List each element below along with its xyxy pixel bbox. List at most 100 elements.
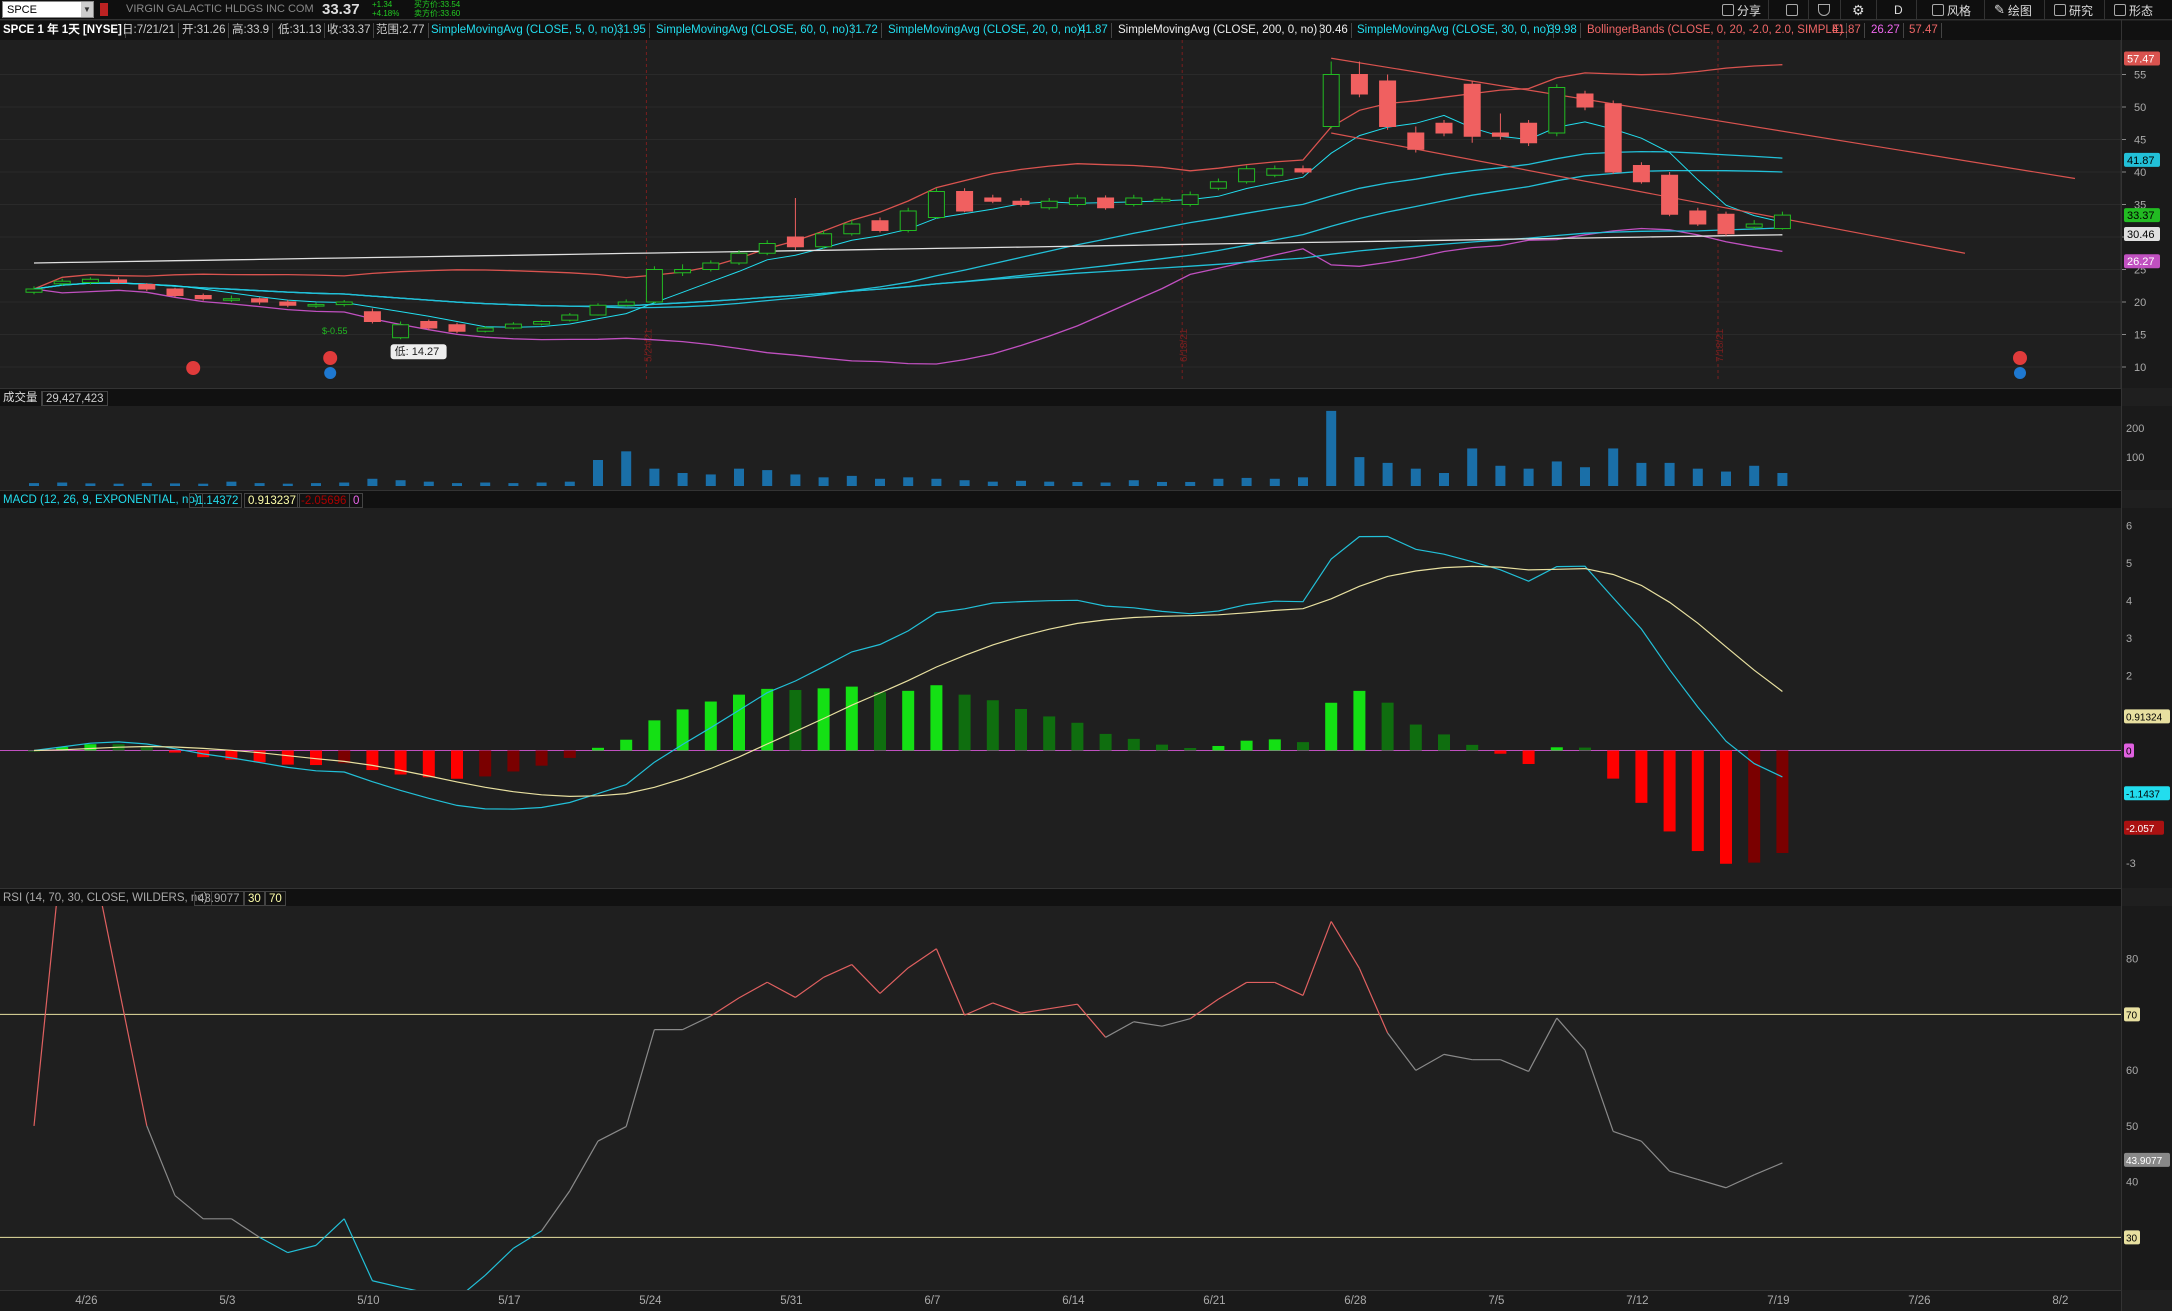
candle-body: [730, 252, 748, 264]
study-button[interactable]: 研究: [2054, 2, 2093, 18]
rsi-line-segment: [1105, 1021, 1135, 1038]
layout-button[interactable]: [1786, 2, 1798, 18]
candle-body: [1463, 83, 1481, 137]
earnings-phone-icon: [2013, 351, 2027, 365]
rsi-line-segment: [1302, 921, 1332, 996]
volume-bar: [649, 468, 660, 486]
candle-body: [335, 301, 353, 306]
volume-bar: [1354, 457, 1365, 486]
period-button[interactable]: D: [1894, 2, 1903, 18]
ask-price: 卖方价:33.60: [414, 9, 461, 18]
macd-histogram-bar: [1325, 702, 1338, 751]
macd-label[interactable]: MACD (12, 26, 9, EXPONENTIAL, no): [0, 493, 203, 508]
event-marker-label: 5/24/21: [643, 328, 654, 362]
rsi-line-segment: [33, 906, 57, 1126]
volume-bar: [1016, 480, 1026, 486]
sma200-line: [33, 234, 1783, 264]
rsi-axis-tag: [2124, 1230, 2140, 1245]
volume-bar: [790, 474, 801, 486]
sma30-value: 39.98: [1545, 23, 1581, 38]
volume-bar: [1269, 478, 1280, 486]
candle-body: [1604, 103, 1622, 173]
volume-bar: [1213, 478, 1224, 486]
candle-body: [1689, 210, 1707, 225]
symbol-input[interactable]: SPCE ▼: [2, 1, 94, 18]
chart-title: SPCE 1 年 1天 [NYSE]: [0, 23, 126, 38]
candle-body: [1266, 168, 1284, 176]
rsi-axis-tag: [2124, 1152, 2170, 1167]
candle-body: [138, 283, 156, 290]
rsi-label[interactable]: RSI (14, 70, 30, CLOSE, WILDERS, no): [0, 891, 212, 906]
rsi-line-segment: [1387, 1032, 1417, 1071]
volume-legend: 成交量 29,427,423: [0, 388, 2121, 406]
chevron-down-icon[interactable]: ▼: [81, 2, 93, 17]
flask-icon: [1818, 4, 1830, 16]
sma20-label[interactable]: SimpleMovingAvg (CLOSE, 20, 0, no): [885, 23, 1085, 38]
open-value: 开:31.26: [179, 23, 230, 38]
macd-histogram-bar: [1663, 750, 1676, 832]
bollinger-low-value: 26.27: [1868, 23, 1904, 38]
time-axis-tick: 6/14: [1062, 1295, 1085, 1307]
macd-histogram-bar: [676, 709, 689, 751]
rsi-line-segment: [710, 997, 740, 1017]
volume-bar: [452, 483, 462, 486]
price-tick-label: 15: [2134, 330, 2146, 342]
sma5-label[interactable]: SimpleMovingAvg (CLOSE, 5, 0, no): [428, 23, 622, 38]
sma60-label[interactable]: SimpleMovingAvg (CLOSE, 60, 0, no): [653, 23, 853, 38]
candle-body: [1717, 213, 1735, 235]
macd-axis-tag-label: -2.057: [2126, 824, 2155, 835]
macd-histogram-bar: [817, 688, 830, 751]
price-chart[interactable]: 5/24/21 6/18/21 7/18/21 低: 14.27 $-0.55 55 5…: [0, 40, 2172, 388]
share-button[interactable]: 分享: [1722, 2, 1761, 18]
pattern-button[interactable]: 形态: [2114, 2, 2153, 18]
rsi-line-segment: [466, 1274, 486, 1290]
rsi-line-segment: [1500, 1059, 1529, 1073]
macd-histogram-bar: [874, 692, 886, 751]
macd-histogram-bar: [140, 747, 153, 751]
rsi-line-segment: [907, 948, 937, 969]
draw-button[interactable]: ✎ 绘图: [1994, 2, 2032, 18]
sma200-label[interactable]: SimpleMovingAvg (CLOSE, 200, 0, no): [1115, 23, 1322, 38]
rsi-line-segment: [174, 1195, 204, 1220]
style-button[interactable]: 风格: [1932, 2, 1971, 18]
candle-body: [166, 288, 184, 296]
volume-bar: [903, 477, 914, 486]
rsi-line-segment: [682, 1015, 712, 1031]
low-annotation-text: 低: 14.27: [395, 345, 440, 358]
macd-histogram-bar: [902, 690, 915, 751]
macd-histogram-bar: [1240, 740, 1253, 751]
rsi-line-segment: [851, 964, 881, 994]
rsi-line-segment: [484, 1247, 514, 1276]
time-axis-tick: 8/2: [2052, 1295, 2069, 1307]
candle-body: [758, 243, 776, 254]
sma20-value: 41.87: [1076, 23, 1112, 38]
price-tick-label: 20: [2134, 297, 2146, 309]
volume-chart[interactable]: 200 100: [0, 406, 2172, 490]
flag-icon[interactable]: [100, 3, 108, 16]
symbol-text: SPCE: [7, 4, 37, 16]
candle-body: [1632, 165, 1650, 183]
rsi-line-segment: [400, 1286, 417, 1290]
rsi-legend: RSI (14, 70, 30, CLOSE, WILDERS, no) 43.…: [0, 888, 2121, 906]
time-axis-tick: 5/3: [219, 1295, 236, 1307]
macd-chart[interactable]: 6 5 4 3 2 -3 0.91324 0 -1.1437 -2.057: [0, 508, 2172, 888]
settings-button[interactable]: ⚙: [1852, 2, 1865, 18]
rsi-line-segment: [1556, 1017, 1586, 1051]
macd-histogram-bar: [1409, 724, 1422, 751]
bid-price: 买方价:33.54: [414, 0, 461, 9]
sma30-label[interactable]: SimpleMovingAvg (CLOSE, 30, 0, no): [1354, 23, 1554, 38]
bollinger-label[interactable]: BollingerBands (CLOSE, 0, 20, -2.0, 2.0,…: [1584, 23, 1848, 38]
macd-tick-label: 5: [2126, 558, 2132, 570]
flask-button[interactable]: [1818, 2, 1830, 18]
candle-body: [1153, 198, 1171, 202]
candle-body: [363, 311, 381, 322]
rsi-line-segment: [118, 986, 148, 1126]
volume-bar: [1410, 468, 1421, 486]
time-axis[interactable]: 4/26 5/3 5/10 5/17 5/24 5/31 6/7 6/14 6/21 6/28 7/…: [0, 1290, 2121, 1311]
candle-body: [674, 269, 692, 274]
bollinger-upper-line: [33, 64, 1783, 290]
rsi-line-segment: [625, 1029, 655, 1127]
macd-avg-value: 0.913237: [244, 493, 300, 508]
pattern-icon: [2114, 4, 2126, 16]
